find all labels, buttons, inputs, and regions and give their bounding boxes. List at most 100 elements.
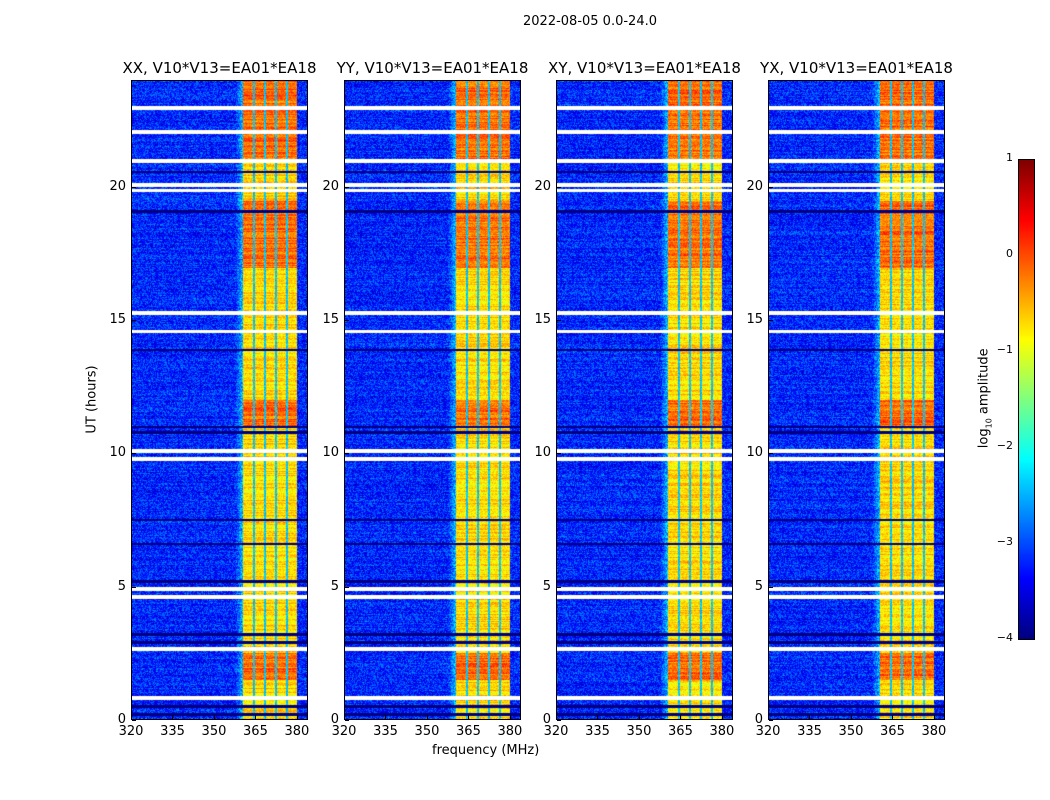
- x-tick-mark: [426, 715, 428, 719]
- y-tick-mark: [345, 186, 349, 188]
- panel-title: YX, V10*V13=EA01*EA18: [760, 59, 953, 77]
- colorbar-tick-label: −3: [996, 535, 1013, 548]
- x-tick-label: 365: [668, 724, 693, 739]
- x-tick-mark: [638, 715, 640, 719]
- x-axis-label: frequency (MHz): [432, 743, 540, 758]
- y-axis-label: UT (hours): [84, 365, 100, 434]
- y-tick-label: 15: [746, 312, 763, 327]
- colorbar-tick-label: −2: [996, 439, 1013, 452]
- y-tick-mark: [769, 586, 773, 588]
- x-tick-mark: [809, 715, 811, 719]
- x-tick-label: 380: [497, 724, 523, 739]
- x-tick-mark: [850, 715, 852, 719]
- heatmap-image: [132, 81, 307, 719]
- x-tick-label: 350: [626, 724, 652, 739]
- x-tick-label: 335: [160, 724, 185, 739]
- x-tick-label: 350: [838, 724, 864, 739]
- colorbar: [1018, 159, 1035, 640]
- y-tick-label: 20: [534, 178, 551, 194]
- y-tick-label: 20: [322, 178, 339, 194]
- x-tick-mark: [597, 715, 599, 719]
- x-tick-mark: [680, 715, 682, 719]
- x-tick-mark: [344, 715, 345, 719]
- x-tick-mark: [213, 715, 215, 719]
- heatmap-panel: [131, 80, 308, 720]
- colorbar-label-rest: amplitude: [976, 348, 992, 419]
- heatmap-image: [769, 81, 944, 719]
- y-tick-mark: [557, 320, 561, 321]
- y-tick-mark: [769, 186, 773, 188]
- y-tick-label: 15: [109, 312, 126, 327]
- y-tick-mark: [132, 586, 136, 588]
- y-tick-mark: [345, 586, 349, 588]
- y-tick-mark: [132, 720, 136, 721]
- x-tick-label: 380: [921, 724, 947, 739]
- colorbar-tick-label: −4: [996, 631, 1013, 644]
- colorbar-gradient: [1019, 160, 1034, 639]
- x-tick-mark: [721, 715, 723, 719]
- x-tick-label: 320: [543, 724, 569, 739]
- y-tick-mark: [132, 453, 136, 455]
- x-tick-label: 365: [456, 724, 481, 739]
- x-tick-mark: [296, 715, 298, 719]
- colorbar-tick-label: 1: [1006, 151, 1013, 164]
- x-tick-mark: [556, 715, 557, 719]
- colorbar-tick-label: −1: [996, 343, 1013, 356]
- y-tick-label: 5: [754, 578, 763, 594]
- y-tick-mark: [769, 453, 773, 455]
- x-tick-mark: [509, 715, 511, 719]
- x-tick-label: 335: [797, 724, 822, 739]
- y-tick-mark: [557, 586, 561, 588]
- heatmap-image: [345, 81, 520, 719]
- x-tick-label: 350: [414, 724, 440, 739]
- y-tick-label: 0: [754, 712, 763, 727]
- heatmap-panel: [768, 80, 945, 720]
- y-tick-mark: [345, 453, 349, 455]
- y-tick-label: 10: [322, 445, 339, 461]
- y-tick-label: 0: [330, 712, 339, 727]
- y-tick-label: 5: [330, 578, 339, 594]
- y-tick-label: 15: [534, 312, 551, 327]
- y-tick-label: 10: [109, 445, 126, 461]
- x-tick-mark: [385, 715, 387, 719]
- x-tick-mark: [131, 715, 132, 719]
- x-tick-mark: [255, 715, 257, 719]
- x-tick-label: 320: [118, 724, 144, 739]
- y-tick-mark: [557, 186, 561, 188]
- x-tick-mark: [768, 715, 769, 719]
- y-tick-label: 0: [542, 712, 551, 727]
- y-tick-mark: [345, 720, 349, 721]
- x-tick-mark: [933, 715, 935, 719]
- x-tick-mark: [892, 715, 894, 719]
- y-tick-mark: [345, 320, 349, 321]
- y-tick-label: 10: [746, 445, 763, 461]
- x-tick-label: 380: [709, 724, 735, 739]
- y-tick-label: 10: [534, 445, 551, 461]
- x-tick-label: 335: [585, 724, 610, 739]
- x-tick-label: 320: [755, 724, 781, 739]
- y-tick-mark: [557, 720, 561, 721]
- y-tick-mark: [769, 720, 773, 721]
- panel-title: YY, V10*V13=EA01*EA18: [336, 59, 529, 77]
- heatmap-panel: [556, 80, 733, 720]
- x-tick-label: 365: [243, 724, 268, 739]
- y-tick-label: 20: [109, 178, 126, 194]
- heatmap-panel: [344, 80, 521, 720]
- y-tick-label: 15: [322, 312, 339, 327]
- x-tick-mark: [172, 715, 174, 719]
- x-tick-label: 365: [880, 724, 905, 739]
- x-tick-mark: [468, 715, 470, 719]
- x-tick-label: 350: [201, 724, 227, 739]
- y-tick-mark: [132, 186, 136, 188]
- x-tick-label: 380: [284, 724, 310, 739]
- y-tick-label: 5: [542, 578, 551, 594]
- x-tick-label: 335: [373, 724, 398, 739]
- y-tick-label: 5: [117, 578, 126, 594]
- y-tick-mark: [769, 320, 773, 321]
- panel-title: XX, V10*V13=EA01*EA18: [122, 59, 317, 77]
- y-tick-mark: [132, 320, 136, 321]
- colorbar-tick-label: 0: [1006, 247, 1013, 260]
- colorbar-label-sub: 10: [984, 418, 994, 429]
- heatmap-image: [557, 81, 732, 719]
- y-tick-label: 20: [746, 178, 763, 194]
